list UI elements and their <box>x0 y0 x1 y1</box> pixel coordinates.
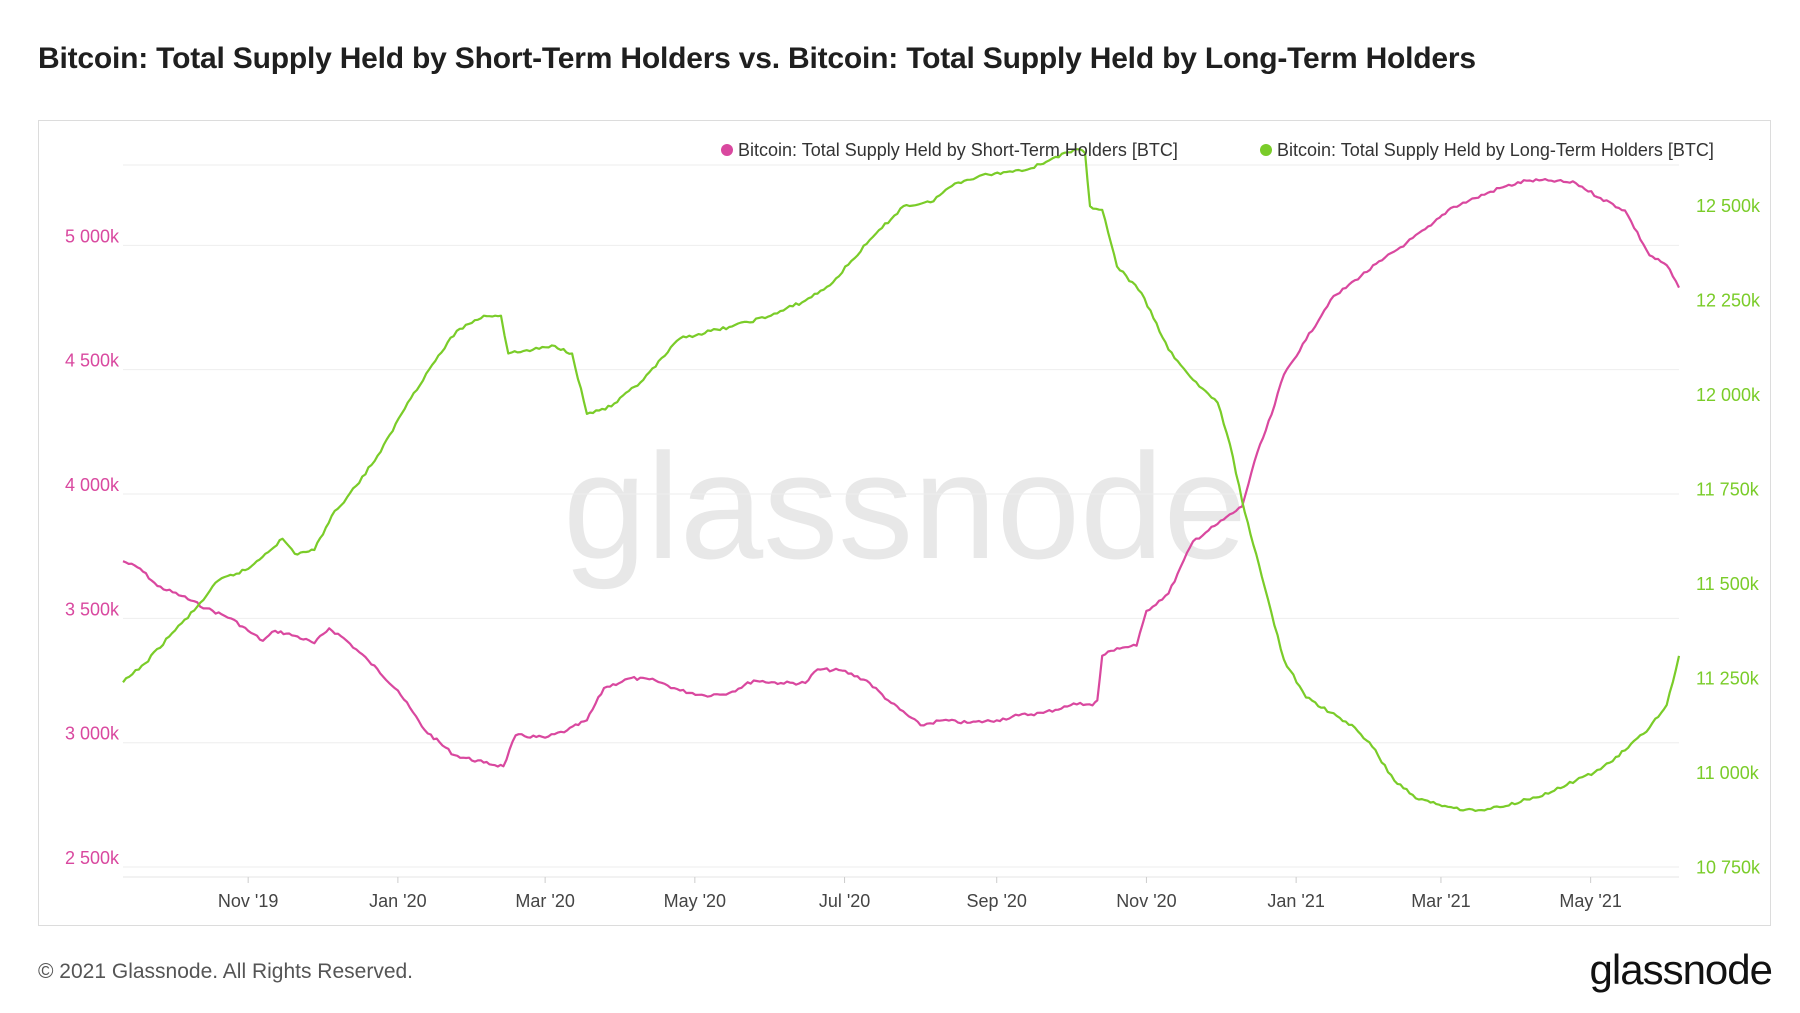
right-y-tick-label: 11 000k <box>1696 763 1760 783</box>
series-lines <box>122 148 1681 812</box>
legend-dot-short-term <box>721 144 733 156</box>
glassnode-logo[interactable]: glassnode <box>1589 946 1773 993</box>
x-tick-label: Mar '21 <box>1411 891 1470 911</box>
x-axis: Nov '19 Jan '20 Mar '20 May '20 Jul '20 Sep '… <box>218 877 1622 911</box>
short-term-holders-line <box>122 178 1680 768</box>
right-y-axis: 10 750k 11 000k 11 250k 11 500k 11 750k 12 00… <box>1696 196 1761 878</box>
chart-plot: glassnode 2 500k 3 000k 3 500k 4 000k 4 500k… <box>65 140 1761 911</box>
legend: Bitcoin: Total Supply Held by Short-Term… <box>721 140 1714 160</box>
left-y-tick-label: 3 500k <box>65 599 120 619</box>
x-tick-label: Mar '20 <box>515 891 574 911</box>
right-y-tick-label: 11 750k <box>1696 480 1760 500</box>
left-y-tick-label: 2 500k <box>65 848 120 868</box>
legend-dot-long-term <box>1260 144 1272 156</box>
x-tick-label: Jan '21 <box>1267 891 1324 911</box>
right-y-tick-label: 11 500k <box>1696 574 1760 594</box>
long-term-holders-line <box>122 148 1681 812</box>
left-y-axis: 2 500k 3 000k 3 500k 4 000k 4 500k 5 000k <box>65 226 120 868</box>
x-tick-label: Jul '20 <box>819 891 870 911</box>
chart-frame: glassnode 2 500k 3 000k 3 500k 4 000k 4 500k… <box>38 120 1771 926</box>
x-tick-label: May '21 <box>1559 891 1621 911</box>
legend-label-short-term: Bitcoin: Total Supply Held by Short-Term… <box>738 140 1178 160</box>
right-y-tick-label: 11 250k <box>1696 669 1760 689</box>
copyright-text: © 2021 Glassnode. All Rights Reserved. <box>38 960 414 983</box>
legend-label-long-term: Bitcoin: Total Supply Held by Long-Term … <box>1277 140 1714 160</box>
left-y-tick-label: 4 000k <box>65 475 120 495</box>
right-y-tick-label: 10 750k <box>1696 858 1761 878</box>
grid-lines <box>123 164 1679 878</box>
left-y-tick-label: 4 500k <box>65 351 120 371</box>
x-tick-label: Nov '20 <box>1116 891 1176 911</box>
x-tick-label: Nov '19 <box>218 891 278 911</box>
left-y-tick-label: 5 000k <box>65 226 120 246</box>
x-tick-label: Jan '20 <box>369 891 426 911</box>
x-tick-label: Sep '20 <box>966 891 1027 911</box>
left-y-tick-label: 3 000k <box>65 724 120 744</box>
watermark: glassnode <box>563 422 1247 590</box>
x-tick-label: May '20 <box>664 891 726 911</box>
right-y-tick-label: 12 250k <box>1696 291 1761 311</box>
chart-title: Bitcoin: Total Supply Held by Short-Term… <box>38 42 1476 75</box>
right-y-tick-label: 12 000k <box>1696 385 1761 405</box>
right-y-tick-label: 12 500k <box>1696 196 1761 216</box>
